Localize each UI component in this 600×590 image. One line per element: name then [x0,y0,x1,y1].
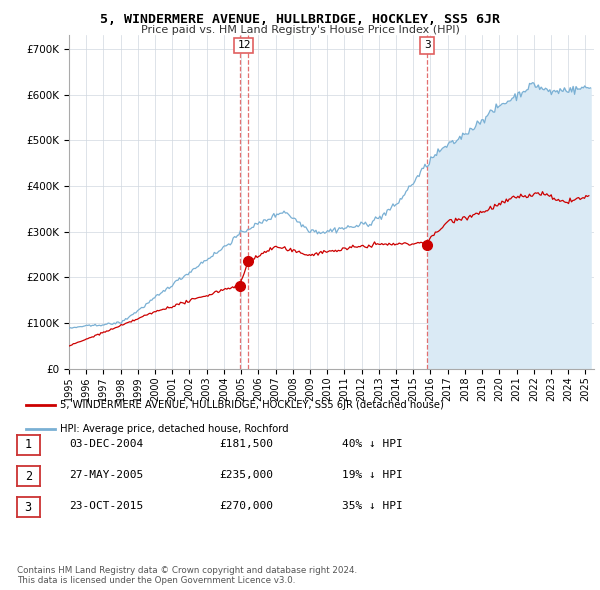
Text: 5, WINDERMERE AVENUE, HULLBRIDGE, HOCKLEY, SS5 6JR: 5, WINDERMERE AVENUE, HULLBRIDGE, HOCKLE… [100,13,500,26]
Text: 19% ↓ HPI: 19% ↓ HPI [342,470,403,480]
Text: Contains HM Land Registry data © Crown copyright and database right 2024.
This d: Contains HM Land Registry data © Crown c… [17,566,357,585]
Text: 03-DEC-2004: 03-DEC-2004 [69,439,143,448]
Text: 27-MAY-2005: 27-MAY-2005 [69,470,143,480]
Text: 3: 3 [25,501,32,514]
Text: 12: 12 [237,40,251,50]
Text: £270,000: £270,000 [219,502,273,511]
Text: 2: 2 [25,470,32,483]
Text: £235,000: £235,000 [219,470,273,480]
Text: 5, WINDERMERE AVENUE, HULLBRIDGE, HOCKLEY, SS5 6JR (detached house): 5, WINDERMERE AVENUE, HULLBRIDGE, HOCKLE… [60,400,444,410]
Text: 40% ↓ HPI: 40% ↓ HPI [342,439,403,448]
Text: 23-OCT-2015: 23-OCT-2015 [69,502,143,511]
Text: Price paid vs. HM Land Registry's House Price Index (HPI): Price paid vs. HM Land Registry's House … [140,25,460,35]
Text: £181,500: £181,500 [219,439,273,448]
Text: 35% ↓ HPI: 35% ↓ HPI [342,502,403,511]
Text: HPI: Average price, detached house, Rochford: HPI: Average price, detached house, Roch… [60,424,289,434]
Text: 1: 1 [25,438,32,451]
Text: 3: 3 [424,40,431,50]
